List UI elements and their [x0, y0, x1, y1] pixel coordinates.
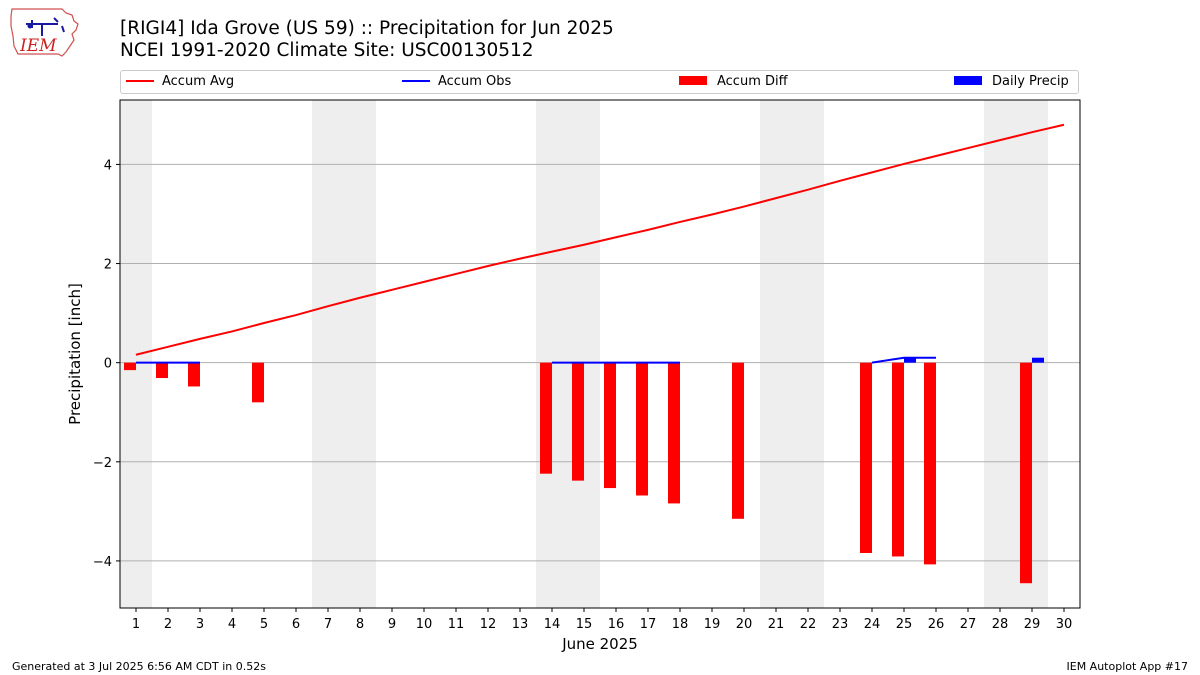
legend-swatch-accum-diff — [679, 76, 707, 85]
legend-item-daily-precip: Daily Precip — [954, 74, 1069, 90]
legend-item-accum-avg: Accum Avg — [126, 74, 234, 90]
chart-title: [RIGI4] Ida Grove (US 59) :: Precipitati… — [120, 18, 614, 39]
accum-diff-bar — [1020, 362, 1032, 584]
x-tick-label: 25 — [896, 617, 913, 632]
plot-frame — [119, 99, 1081, 609]
x-tick-label: 30 — [1056, 617, 1073, 632]
accum-diff-bar — [572, 362, 584, 481]
x-tick-label: 5 — [260, 617, 268, 632]
x-tick-label: 17 — [640, 617, 657, 632]
weather-station-icon — [26, 17, 65, 36]
accum-diff-bar — [732, 362, 744, 519]
y-tick-label: 0 — [104, 357, 112, 372]
x-tick-label: 15 — [576, 617, 593, 632]
legend-swatch-daily-precip — [954, 76, 982, 85]
weather-station-dot — [27, 23, 33, 29]
accum-diff-bar — [924, 362, 936, 565]
legend-label-daily-precip: Daily Precip — [992, 74, 1069, 89]
y-axis-label: Precipitation [inch] — [66, 283, 84, 425]
daily-precip-bar — [1032, 357, 1044, 363]
x-tick-label: 22 — [800, 617, 817, 632]
accum-diff-bar — [892, 362, 904, 557]
x-tick-label: 10 — [416, 617, 433, 632]
iowa-state-outline — [10, 8, 79, 57]
accum-obs-line — [871, 356, 936, 364]
y-tick-label: −2 — [93, 456, 112, 471]
weekend-shade — [536, 100, 600, 608]
legend-item-accum-obs: Accum Obs — [402, 74, 511, 90]
x-tick-label: 6 — [292, 617, 300, 632]
accum-avg-line — [135, 123, 1065, 356]
x-tick-label: 7 — [324, 617, 332, 632]
x-tick-label: 19 — [704, 617, 721, 632]
app-credit: IEM Autoplot App #17 — [1066, 660, 1189, 673]
accum-diff-bar — [636, 362, 648, 496]
legend-swatch-accum-avg — [126, 79, 154, 82]
accum-diff-bar — [252, 362, 264, 403]
weekend-shade — [760, 100, 824, 608]
legend-label-accum-avg: Accum Avg — [162, 74, 235, 89]
x-tick-label: 28 — [992, 617, 1009, 632]
chart-subtitle: NCEI 1991-2020 Climate Site: USC00130512 — [120, 40, 534, 61]
legend-item-accum-diff: Accum Diff — [679, 74, 788, 90]
x-tick-label: 18 — [672, 617, 689, 632]
weekend-shade — [312, 100, 376, 608]
x-tick-label: 8 — [356, 617, 364, 632]
y-tick-label: 2 — [104, 258, 112, 273]
x-tick-label: 24 — [864, 617, 881, 632]
x-tick-label: 4 — [228, 617, 236, 632]
weekend-shade — [984, 100, 1048, 608]
accum-diff-bar — [668, 362, 680, 504]
y-tick-label: 4 — [104, 158, 112, 173]
x-tick-label: 2 — [164, 617, 172, 632]
x-tick-label: 23 — [832, 617, 849, 632]
x-tick-label: 11 — [448, 617, 465, 632]
x-tick-label: 13 — [512, 617, 529, 632]
x-tick-label: 27 — [960, 617, 977, 632]
accum-diff-bar — [124, 362, 136, 371]
x-tick-label: 21 — [768, 617, 785, 632]
legend-swatch-accum-obs — [402, 79, 430, 82]
x-tick-label: 3 — [196, 617, 204, 632]
x-tick-label: 29 — [1024, 617, 1041, 632]
x-tick-label: 20 — [736, 617, 753, 632]
y-tick-label: −4 — [93, 555, 112, 570]
x-tick-label: 16 — [608, 617, 625, 632]
accum-diff-bar — [540, 362, 552, 474]
x-tick-label: 1 — [132, 617, 140, 632]
daily-precip-bar — [904, 357, 916, 363]
x-tick-label: 14 — [544, 617, 561, 632]
logo-text: IEM — [19, 36, 57, 56]
accum-diff-bar — [860, 362, 872, 553]
accum-diff-bar — [156, 362, 168, 379]
legend-label-accum-obs: Accum Obs — [438, 74, 512, 89]
x-tick-label: 9 — [388, 617, 396, 632]
accum-diff-bar — [604, 362, 616, 489]
legend-label-accum-diff: Accum Diff — [717, 74, 788, 89]
x-axis-label: June 2025 — [561, 635, 638, 653]
generated-timestamp: Generated at 3 Jul 2025 6:56 AM CDT in 0… — [12, 660, 266, 673]
x-tick-label: 26 — [928, 617, 945, 632]
accum-diff-bar — [188, 362, 200, 387]
iem-logo: IEM — [10, 8, 79, 57]
chart-legend: Accum Avg Accum Obs Accum Diff Daily Pre… — [120, 70, 1079, 94]
x-tick-label: 12 — [480, 617, 497, 632]
